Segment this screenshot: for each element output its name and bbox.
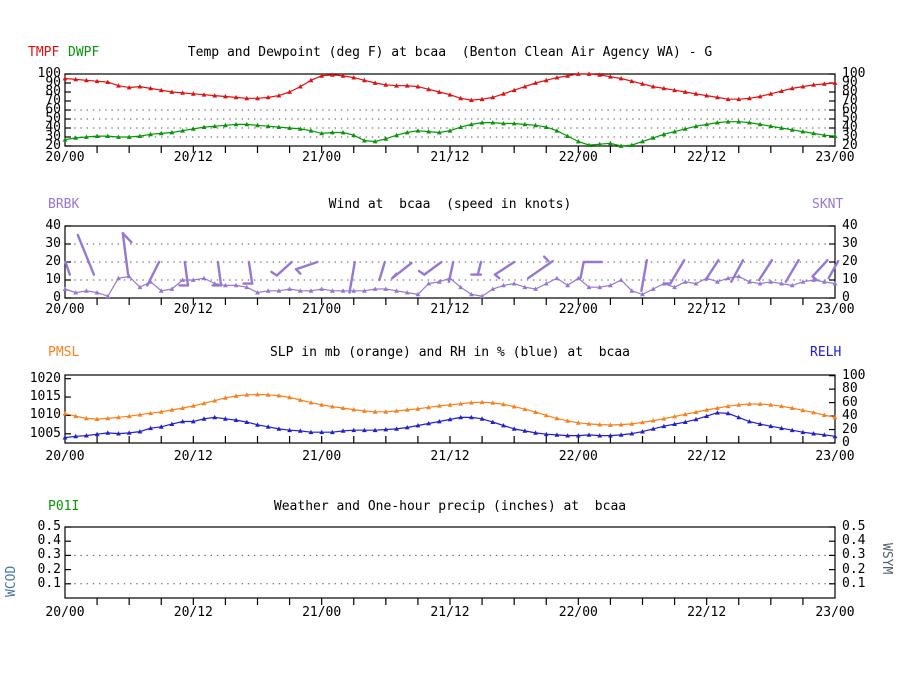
y-tick-label-right: 100 bbox=[842, 367, 866, 383]
x-tick-label: 23/00 bbox=[815, 302, 855, 317]
y-tick-label-right: 30 bbox=[842, 129, 858, 144]
x-tick-label: 23/00 bbox=[815, 605, 855, 620]
x-tick-label: 22/12 bbox=[687, 302, 727, 317]
y-tick-label-left: 80 bbox=[45, 84, 61, 99]
y-tick-label-left: 0.3 bbox=[37, 547, 61, 563]
y-tick-label-left: 1020 bbox=[29, 370, 61, 386]
y-tick-label-right: 0 bbox=[842, 435, 850, 450]
y-tick-label-left: 0.5 bbox=[37, 519, 61, 534]
x-tick-label: 21/12 bbox=[430, 302, 470, 317]
y-tick-label-right: 40 bbox=[842, 120, 858, 135]
x-tick-label: 20/12 bbox=[173, 150, 213, 165]
axis-label-wsym: WSYM bbox=[879, 543, 894, 575]
series-tag-relh: RELH bbox=[810, 345, 842, 360]
x-tick-label: 20/00 bbox=[45, 302, 85, 317]
x-tick-label: 22/00 bbox=[558, 302, 598, 317]
y-tick-label-right: 20 bbox=[842, 421, 858, 437]
x-tick-label: 21/12 bbox=[430, 150, 470, 165]
y-tick-label-right: 0.3 bbox=[842, 547, 866, 563]
x-tick-label: 23/00 bbox=[815, 449, 855, 464]
y-tick-label-left: 70 bbox=[45, 93, 61, 108]
y-tick-label-right: 50 bbox=[842, 111, 858, 126]
y-tick-label-right: 100 bbox=[842, 66, 866, 81]
series-tag-dwpf: DWPF bbox=[68, 45, 100, 60]
y-tick-label-left: 0.4 bbox=[37, 533, 61, 549]
x-tick-label: 21/00 bbox=[302, 605, 342, 620]
y-tick-label-left: 0.2 bbox=[37, 561, 61, 577]
y-tick-label-right: 0 bbox=[842, 290, 850, 305]
x-tick-label: 20/00 bbox=[45, 605, 85, 620]
y-tick-label-right: 40 bbox=[842, 218, 858, 233]
y-tick-label-left: 20 bbox=[45, 138, 61, 153]
y-tick-label-left: 100 bbox=[37, 66, 61, 81]
y-tick-label-left: 1005 bbox=[29, 425, 61, 441]
x-tick-label: 22/12 bbox=[687, 150, 727, 165]
x-tick-label: 22/12 bbox=[687, 605, 727, 620]
series-tag-tmpf: TMPF bbox=[28, 45, 60, 60]
x-tick-label: 21/00 bbox=[302, 302, 342, 317]
y-tick-label-right: 0.5 bbox=[842, 519, 866, 534]
y-tick-label-left: 90 bbox=[45, 75, 61, 90]
x-tick-label: 20/12 bbox=[173, 302, 213, 317]
y-tick-label-left: 20 bbox=[45, 254, 61, 269]
x-tick-label: 21/12 bbox=[430, 449, 470, 464]
y-tick-label-right: 80 bbox=[842, 84, 858, 99]
y-tick-label-left: 1015 bbox=[29, 389, 61, 405]
panel-title-slp-rh: SLP in mb (orange) and RH in % (blue) at… bbox=[269, 345, 631, 360]
panel-title-wind: Wind at bcaa (speed in knots) bbox=[328, 197, 572, 212]
panel-title-temp-dewpoint: Temp and Dewpoint (deg F) at bcaa (Bento… bbox=[187, 45, 713, 60]
y-tick-label-left: 40 bbox=[45, 218, 61, 233]
x-tick-label: 20/12 bbox=[173, 605, 213, 620]
y-tick-label-right: 30 bbox=[842, 236, 858, 251]
y-tick-label-left: 0.1 bbox=[37, 575, 61, 591]
y-tick-label-left: 30 bbox=[45, 236, 61, 251]
y-tick-label-left: 1010 bbox=[29, 407, 61, 423]
y-tick-label-left: 40 bbox=[45, 120, 61, 135]
y-tick-label-right: 60 bbox=[842, 394, 858, 410]
x-tick-label: 21/12 bbox=[430, 605, 470, 620]
x-tick-label: 21/00 bbox=[302, 150, 342, 165]
y-tick-label-right: 40 bbox=[842, 408, 858, 424]
y-tick-label-left: 60 bbox=[45, 102, 61, 117]
y-tick-label-right: 90 bbox=[842, 75, 858, 90]
x-tick-label: 22/00 bbox=[558, 449, 598, 464]
y-tick-label-right: 0.1 bbox=[842, 575, 866, 591]
x-tick-label: 20/00 bbox=[45, 449, 85, 464]
x-tick-label: 20/00 bbox=[45, 150, 85, 165]
y-tick-label-left: 30 bbox=[45, 129, 61, 144]
x-tick-label: 23/00 bbox=[815, 150, 855, 165]
y-tick-label-right: 70 bbox=[842, 93, 858, 108]
series-tag-p01i: P01I bbox=[48, 499, 80, 514]
y-tick-label-left: 50 bbox=[45, 111, 61, 126]
y-tick-label-left: 0 bbox=[53, 290, 61, 305]
y-tick-label-right: 60 bbox=[842, 102, 858, 117]
y-tick-label-right: 0.2 bbox=[842, 561, 866, 577]
y-tick-label-right: 0.4 bbox=[842, 533, 866, 549]
series-tag-pmsl: PMSL bbox=[48, 345, 80, 360]
y-tick-label-right: 20 bbox=[842, 254, 858, 269]
panel-title-weather-precip: Weather and One-hour precip (inches) at … bbox=[273, 499, 627, 514]
x-tick-label: 22/00 bbox=[558, 150, 598, 165]
x-tick-label: 22/12 bbox=[687, 449, 727, 464]
y-tick-label-right: 20 bbox=[842, 138, 858, 153]
x-tick-label: 22/00 bbox=[558, 605, 598, 620]
y-tick-label-left: 10 bbox=[45, 272, 61, 287]
x-tick-label: 21/00 bbox=[302, 449, 342, 464]
series-tag-brbk: BRBK bbox=[48, 197, 80, 212]
series-tag-sknt: SKNT bbox=[812, 197, 844, 212]
x-tick-label: 20/12 bbox=[173, 449, 213, 464]
y-tick-label-right: 80 bbox=[842, 381, 858, 397]
y-tick-label-right: 10 bbox=[842, 272, 858, 287]
